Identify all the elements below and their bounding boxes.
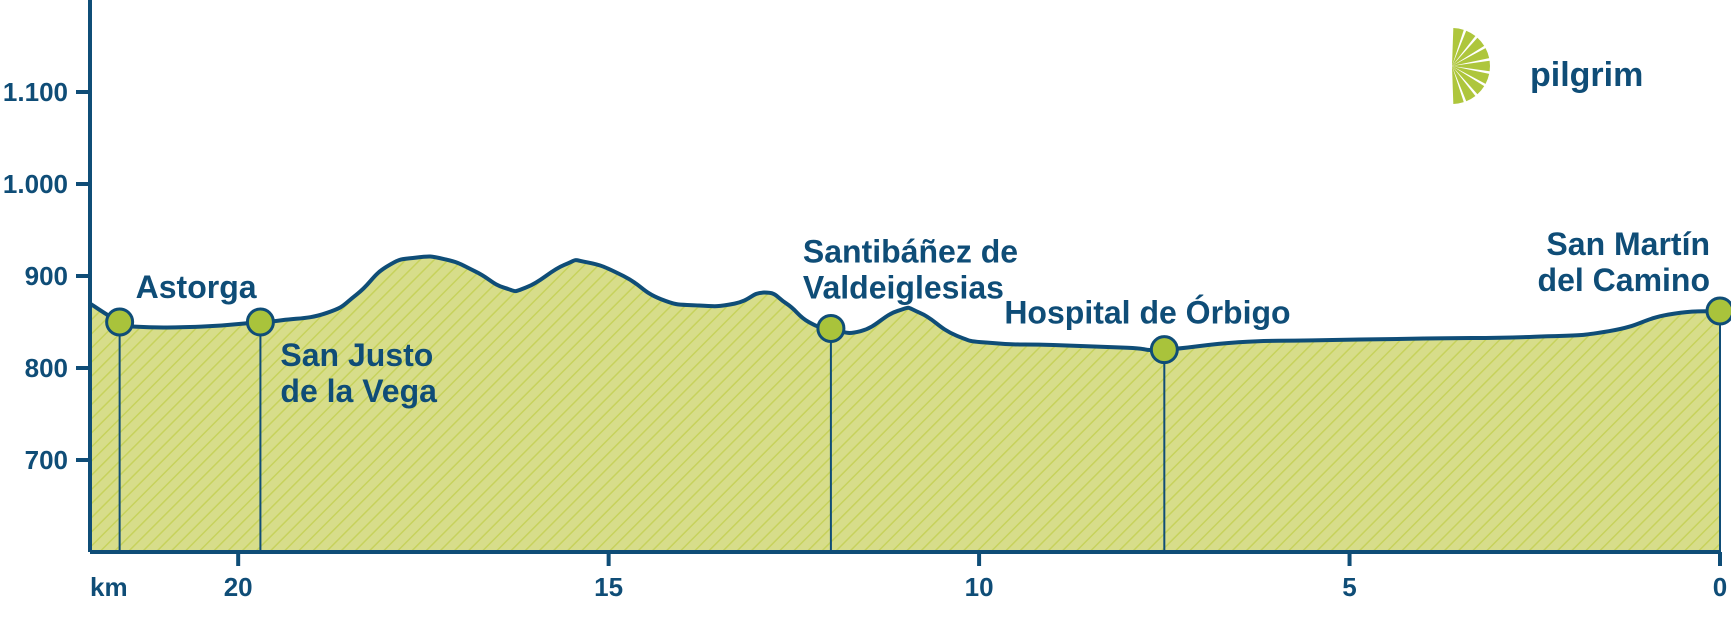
x-tick-label: 5 <box>1342 572 1356 602</box>
y-tick-label: 1.100 <box>3 77 68 107</box>
elevation-profile-chart: 700 800 900 1.000 1.100 0 5 10 15 20 km Astorga San … <box>0 0 1731 629</box>
x-tick-label: 15 <box>594 572 623 602</box>
waypoint-marker <box>818 315 844 341</box>
waypoint-label: San Justode la Vega <box>280 337 437 409</box>
waypoint-marker <box>1151 337 1177 363</box>
y-tick-label: 1.000 <box>3 169 68 199</box>
x-tick-label: 20 <box>224 572 253 602</box>
waypoint-marker <box>247 309 273 335</box>
waypoint-label: Santibáñez deValdeiglesias <box>803 233 1018 305</box>
waypoint-marker <box>107 309 133 335</box>
pilgrim-shell-icon <box>1452 28 1490 104</box>
waypoint-label: Hospital de Órbigo <box>1004 295 1290 331</box>
waypoint-label: Astorga <box>136 269 257 305</box>
x-tick-label: 10 <box>965 572 994 602</box>
y-tick-label: 800 <box>25 353 68 383</box>
x-tick-label: 0 <box>1713 572 1727 602</box>
y-tick-label: 900 <box>25 261 68 291</box>
x-axis-unit-label: km <box>90 572 128 602</box>
waypoint-label: San Martíndel Camino <box>1538 226 1710 298</box>
waypoint-marker <box>1707 298 1731 324</box>
brand-text: pilgrim <box>1530 56 1643 94</box>
y-tick-label: 700 <box>25 445 68 475</box>
